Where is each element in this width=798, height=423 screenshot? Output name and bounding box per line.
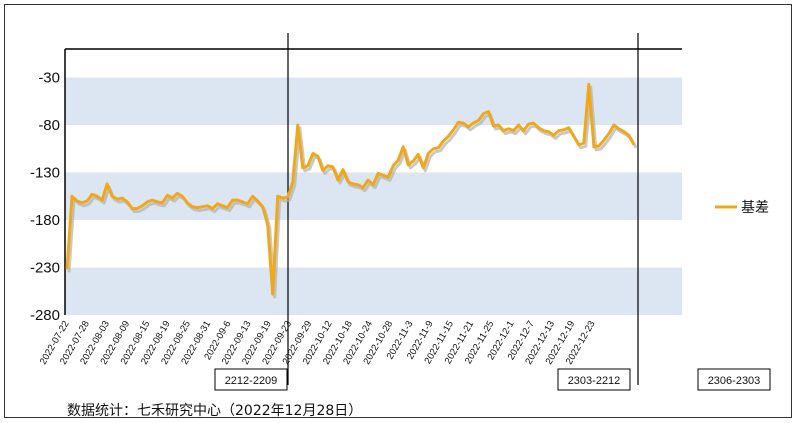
contract-box-3 [697,368,771,391]
y-tick-label: -80 [38,117,60,134]
contract-boxes: 2212-2209 2303-2212 2306-2303 [214,368,771,391]
axes [64,33,682,385]
basis-line-chart: -30 -80 -130 -180 -230 -280 2022-07-222022-07… [30,33,771,391]
contract-box-label: 2212-2209 [225,375,278,387]
y-tick-label: -280 [30,307,60,324]
y-tick-label: -30 [38,70,60,87]
y-axis-ticks: -30 -80 -130 -180 -230 -280 [30,70,60,325]
series-line-shadow [67,85,638,299]
source-note: 数据统计：七禾研究中心（2022年12月28日） [67,403,363,419]
legend-label: 基差 [741,199,769,215]
y-tick-label: -180 [30,212,60,229]
plot-band-1 [65,77,682,125]
legend: 基差 [715,199,769,215]
contract-box-label: 2303-2212 [568,375,621,387]
contract-box-label: 2306-2303 [708,375,761,387]
plot-band-3 [65,267,682,315]
y-tick-label: -230 [30,260,60,277]
y-tick-label: -130 [30,165,60,182]
series-line-basis [65,82,636,296]
series-layer [65,82,638,299]
plot-band-2 [65,172,682,220]
chart-frame: -30 -80 -130 -180 -230 -280 2022-07-22 2022-07… [4,4,792,419]
contract-box-2 [557,368,631,391]
x-axis-ticks: 2022-07-222022-07-282022-08-032022-08-09… [38,319,598,367]
contract-box-1 [214,368,288,391]
